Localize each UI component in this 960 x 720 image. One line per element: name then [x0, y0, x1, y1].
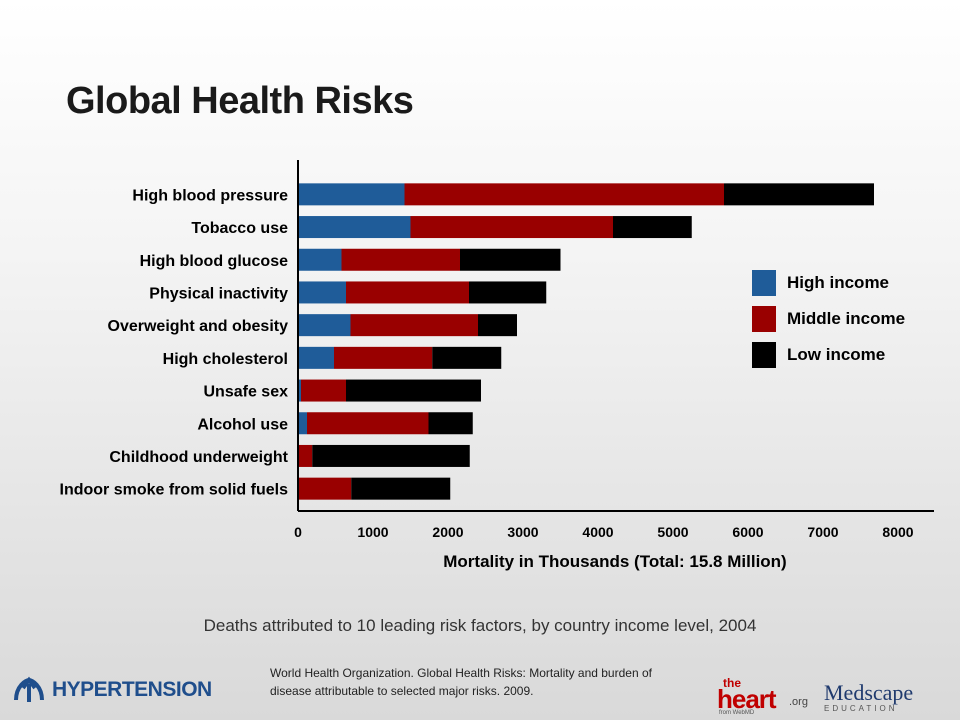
x-tick-label: 1000 — [357, 524, 388, 540]
x-tick-label: 0 — [294, 524, 302, 540]
x-axis-label: Mortality in Thousands (Total: 15.8 Mill… — [443, 552, 786, 571]
x-tick-label: 6000 — [732, 524, 763, 540]
category-labels: High blood pressure Tobacco use High blood… — [60, 187, 289, 498]
bar-low-income-5 — [432, 346, 502, 369]
bar-middle-income-1 — [410, 216, 613, 239]
bar-middle-income-7 — [307, 412, 429, 435]
theheart-logo-main: heart — [717, 684, 777, 714]
theheart-logo-org: .org — [789, 696, 808, 708]
bar-high-income-2 — [298, 248, 342, 271]
x-tick-label: 5000 — [657, 524, 688, 540]
category-label: Indoor smoke from solid fuels — [60, 482, 289, 499]
bar-high-income-1 — [298, 216, 411, 239]
legend-label-middle-income: Middle income — [787, 309, 905, 328]
category-label: Tobacco use — [191, 220, 288, 237]
bar-low-income-0 — [724, 183, 874, 206]
bars-group — [298, 183, 874, 500]
bar-high-income-0 — [298, 183, 405, 206]
bar-low-income-4 — [478, 314, 517, 337]
bar-low-income-9 — [351, 477, 451, 500]
legend-label-low-income: Low income — [787, 345, 885, 364]
medscape-logo: Medscape EDUCATION — [824, 680, 934, 716]
category-label: Physical inactivity — [149, 285, 288, 302]
bar-low-income-8 — [312, 444, 470, 467]
stacked-bar-chart: High blood pressure Tobacco use High blood… — [60, 160, 934, 571]
bar-middle-income-8 — [298, 444, 313, 467]
bar-low-income-2 — [460, 248, 561, 271]
theheart-logo-the: the — [723, 676, 741, 690]
x-tick-label: 3000 — [507, 524, 538, 540]
bar-middle-income-2 — [341, 248, 460, 271]
bar-low-income-7 — [428, 412, 473, 435]
hypertension-arrows-icon — [14, 676, 44, 702]
bar-low-income-6 — [346, 379, 481, 402]
x-tick-label: 7000 — [807, 524, 838, 540]
bar-high-income-6 — [298, 379, 301, 402]
slide-title: Global Health Risks — [66, 80, 414, 122]
bar-low-income-3 — [469, 281, 547, 304]
category-label: High blood glucose — [140, 253, 289, 270]
bar-middle-income-9 — [298, 477, 352, 500]
x-tick-label: 2000 — [432, 524, 463, 540]
slide-caption: Deaths attributed to 10 leading risk fac… — [203, 616, 757, 635]
bar-high-income-7 — [298, 412, 307, 435]
category-label: Unsafe sex — [204, 384, 289, 401]
bar-high-income-5 — [298, 346, 334, 369]
x-tick-label: 8000 — [882, 524, 913, 540]
category-label: Overweight and obesity — [108, 318, 289, 335]
bar-low-income-1 — [613, 216, 692, 239]
bar-high-income-4 — [298, 314, 351, 337]
theheart-logo-sub: from WebMD — [719, 710, 755, 716]
hypertension-logo: HYPERTENSION — [12, 672, 212, 708]
x-tick-labels: 0 1000 2000 3000 4000 5000 6000 7000 8000 — [294, 524, 914, 540]
theheart-logo: the heart .org from WebMD — [715, 676, 810, 716]
hypertension-logo-text: HYPERTENSION — [52, 678, 212, 701]
legend: High income Middle income Low income — [752, 270, 905, 368]
legend-swatch-middle-income — [752, 306, 776, 332]
category-label: High cholesterol — [163, 351, 288, 368]
category-label: Alcohol use — [197, 416, 288, 433]
medscape-logo-main: Medscape — [824, 680, 914, 705]
bar-middle-income-0 — [404, 183, 724, 206]
source-citation: World Health Organization. Global Health… — [270, 666, 652, 698]
bar-middle-income-3 — [346, 281, 469, 304]
category-label: Childhood underweight — [109, 449, 288, 466]
bar-middle-income-5 — [334, 346, 433, 369]
legend-swatch-high-income — [752, 270, 776, 296]
legend-label-high-income: High income — [787, 273, 889, 292]
medscape-logo-sub: EDUCATION — [824, 704, 898, 713]
legend-swatch-low-income — [752, 342, 776, 368]
bar-middle-income-6 — [301, 379, 346, 402]
bar-high-income-3 — [298, 281, 346, 304]
category-label: High blood pressure — [132, 187, 288, 204]
x-tick-label: 4000 — [582, 524, 613, 540]
bar-middle-income-4 — [350, 314, 478, 337]
